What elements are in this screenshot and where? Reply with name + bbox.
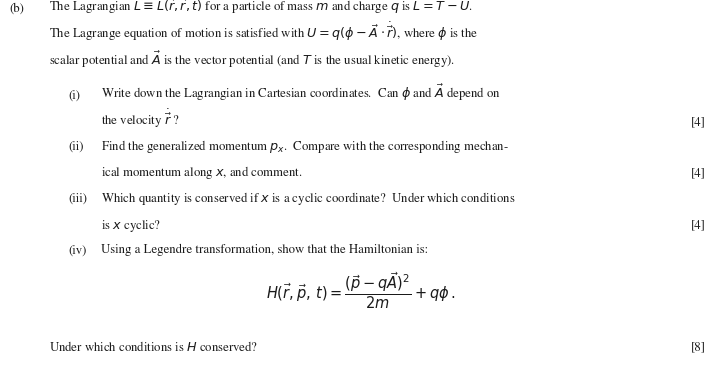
Text: The Lagrange equation of motion is satisfied with $U = q(\phi - \vec{A}\cdot\dot: The Lagrange equation of motion is satis… xyxy=(49,20,479,43)
Text: (i): (i) xyxy=(69,90,81,101)
Text: Write down the Lagrangian in Cartesian coordinates.  Can $\phi$ and $\vec{A}$ de: Write down the Lagrangian in Cartesian c… xyxy=(101,83,501,103)
Text: scalar potential and $\vec{A}$ is the vector potential (and $T$ is the usual kin: scalar potential and $\vec{A}$ is the ve… xyxy=(49,50,455,70)
Text: Which quantity is conserved if $x$ is a cyclic coordinate?  Under which conditio: Which quantity is conserved if $x$ is a … xyxy=(101,190,516,207)
Text: Under which conditions is $H$ conserved?: Under which conditions is $H$ conserved? xyxy=(49,339,258,354)
Text: Using a Legendre transformation, show that the Hamiltonian is:: Using a Legendre transformation, show th… xyxy=(101,244,428,256)
Text: [4]: [4] xyxy=(691,116,706,128)
Text: [8]: [8] xyxy=(691,342,706,354)
Text: The Lagrangian $L \equiv L(\vec{r},\dot{\vec{r}},t)$ for a particle of mass $m$ : The Lagrangian $L \equiv L(\vec{r},\dot{… xyxy=(49,0,473,16)
Text: the velocity $\dot{\vec{r}}$ ?: the velocity $\dot{\vec{r}}$ ? xyxy=(101,107,180,130)
Text: Find the generalized momentum $p_x$.  Compare with the corresponding mechan-: Find the generalized momentum $p_x$. Com… xyxy=(101,138,509,155)
Text: (iv): (iv) xyxy=(69,245,87,256)
Text: (iii): (iii) xyxy=(69,193,87,205)
Text: (ii): (ii) xyxy=(69,141,84,153)
Text: $H(\vec{r},\vec{p},\,t) = \dfrac{(\vec{p} - q\vec{A})^2}{2m} + q\phi\,.$: $H(\vec{r},\vec{p},\,t) = \dfrac{(\vec{p… xyxy=(266,271,456,311)
Text: [4]: [4] xyxy=(691,220,706,232)
Text: (b): (b) xyxy=(9,3,25,14)
Text: ical momentum along $x$, and comment.: ical momentum along $x$, and comment. xyxy=(101,165,303,181)
Text: [4]: [4] xyxy=(691,168,706,179)
Text: is $x$ cyclic?: is $x$ cyclic? xyxy=(101,218,161,234)
